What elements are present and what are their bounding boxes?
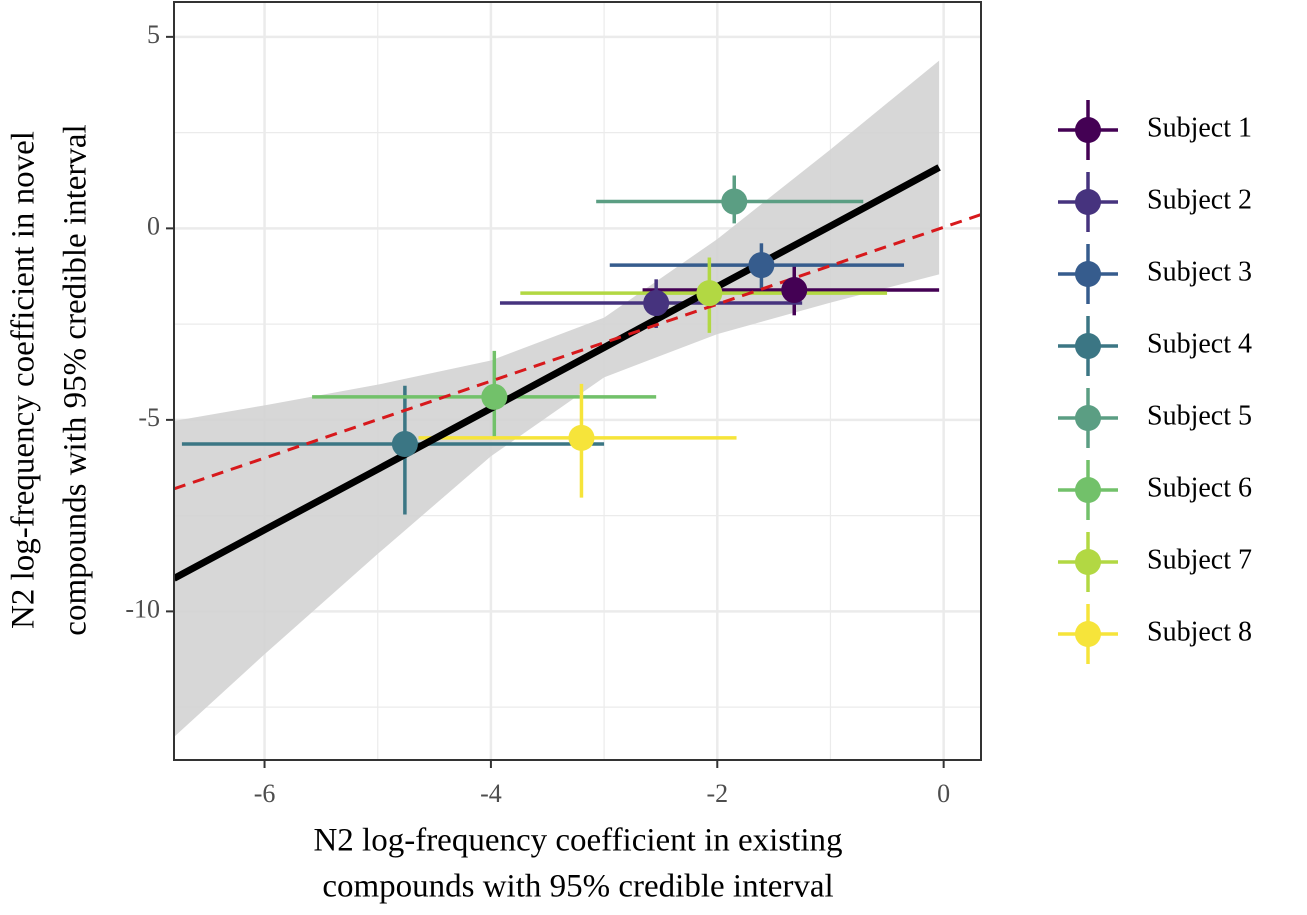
y-tick-label: -5 [138,403,160,432]
reference-line [174,213,981,491]
legend-marker [1075,189,1101,215]
legend-label: Subject 1 [1147,112,1252,143]
plot-layer [174,60,981,738]
x-tick-label: -4 [480,779,502,808]
point [481,383,508,410]
point [696,280,723,307]
legend-label: Subject 8 [1147,616,1252,647]
legend-marker [1075,261,1101,287]
y-tick-label: -10 [125,594,160,623]
point [568,424,595,451]
x-tick-label: -6 [254,779,276,808]
legend-label: Subject 2 [1147,184,1252,215]
legend-marker [1075,117,1101,143]
legend-label: Subject 3 [1147,256,1252,287]
confidence-band [174,60,940,738]
y-tick-label: 5 [147,20,160,49]
legend-label: Subject 7 [1147,544,1252,575]
point [391,431,418,458]
x-tick-label: 0 [937,779,950,808]
legend-marker [1075,333,1101,359]
legend-label: Subject 4 [1147,328,1252,359]
legend-marker [1075,477,1101,503]
legend-marker [1075,549,1101,575]
y-axis-label: N2 log-frequency coefficient in novel [6,131,42,629]
x-axis-label: compounds with 95% credible interval [322,869,833,905]
legend-label: Subject 5 [1147,400,1252,431]
y-tick-label: 0 [147,211,160,240]
x-tick-label: -2 [706,779,728,808]
y-axis-label: compounds with 95% credible interval [58,124,94,635]
fit-line [174,164,941,582]
point [781,277,808,304]
point [721,188,748,215]
legend-marker [1075,405,1101,431]
x-axis-label: N2 log-frequency coefficient in existing [313,823,842,859]
plot-border [173,1,982,761]
legend-marker [1075,621,1101,647]
point [643,290,670,317]
legend-label: Subject 6 [1147,472,1252,503]
point [748,252,775,279]
